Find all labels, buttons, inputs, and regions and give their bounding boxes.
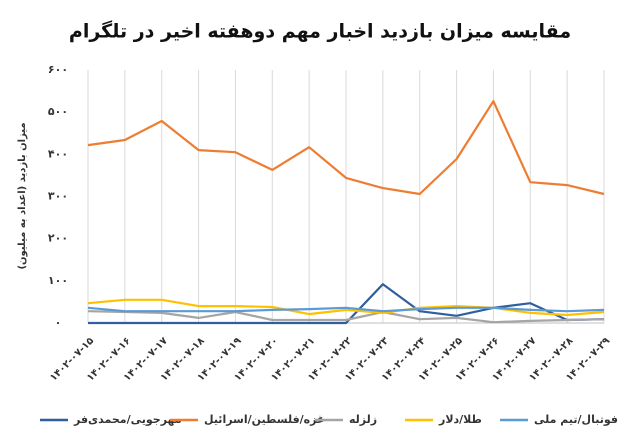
y-tick-label: ۵۰۰ bbox=[48, 105, 68, 118]
legend-label: زلزله bbox=[349, 413, 377, 426]
y-tick-label: ۲۰۰ bbox=[48, 232, 68, 245]
legend-label: غزه/فلسطین/اسرائیل bbox=[204, 413, 325, 426]
legend-label: فوتبال/تیم ملی bbox=[534, 413, 618, 426]
legend-label: مهرجویی/محمدی‌فر bbox=[73, 413, 182, 426]
y-tick-label: ۶۰۰ bbox=[48, 63, 68, 76]
legend-label: طلا/دلار bbox=[438, 413, 482, 426]
series-line bbox=[87, 298, 605, 317]
series-line bbox=[87, 306, 605, 313]
y-tick-label: ۱۰۰ bbox=[48, 274, 68, 287]
series-line bbox=[87, 100, 605, 196]
series-line bbox=[87, 310, 605, 324]
chart-title: مقایسه میزان بازدید اخبار مهم دوهفته اخی… bbox=[69, 20, 571, 43]
series-line bbox=[88, 283, 605, 325]
y-tick-label: ۰ bbox=[55, 316, 62, 329]
y-axis-label: میزان بازدید (اعداد به میلیون) bbox=[17, 122, 28, 269]
y-tick-label: ۳۰۰ bbox=[48, 190, 68, 203]
y-tick-label: ۴۰۰ bbox=[48, 147, 68, 160]
